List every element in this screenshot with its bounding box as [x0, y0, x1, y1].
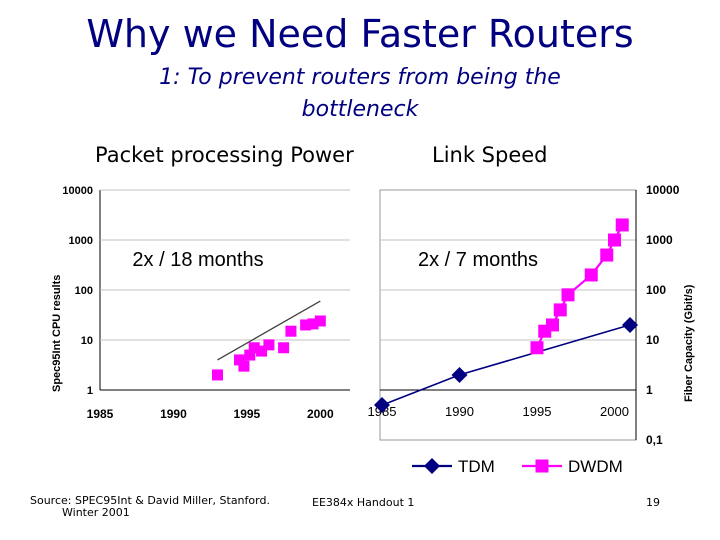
legend-marker-tdm [424, 458, 440, 474]
left-points [212, 315, 326, 381]
right-y-tick-label: 10000 [646, 183, 680, 197]
legend-label-dwdm: DWDM [568, 457, 623, 476]
left-chart-header: Packet processing Power [95, 143, 354, 167]
footer-course: EE384x Handout 1 [312, 496, 415, 509]
right-series [374, 218, 638, 414]
left-data-point [314, 315, 326, 327]
right-plot-area [379, 189, 637, 441]
right-y-tick-label: 1000 [646, 233, 673, 247]
left-data-point [278, 342, 290, 354]
legend-label-tdm: TDM [458, 457, 495, 476]
right-y-tick-label: 0,1 [646, 433, 663, 447]
right-chart-annotation: 2x / 7 months [418, 249, 538, 271]
footer-page-number: 19 [646, 496, 660, 509]
left-trend-segment [217, 300, 321, 361]
left-data-point [285, 325, 297, 337]
left-data-point [300, 319, 312, 331]
right-y-tick-label: 10 [646, 333, 660, 347]
right-legend: TDM DWDM [412, 457, 623, 476]
footer-source: Source: SPEC95Int & David Miller, Stanfo… [30, 494, 270, 507]
left-x-tick-label: 1985 [87, 407, 114, 421]
right-x-tick-label: 1990 [445, 404, 474, 419]
left-chart: Spec95Int CPU results 1 10 100 1000 10000 19… [51, 185, 350, 421]
left-x-tick-label: 1995 [234, 407, 261, 421]
right-y-axis-label: Fiber Capacity (Gbit/s) [683, 284, 695, 402]
slide-subtitle: 1: To prevent routers from being the bot… [159, 65, 561, 122]
left-y-tick-label: 100 [75, 285, 93, 297]
left-y-tick-label: 10 [81, 335, 93, 347]
left-gridlines [100, 189, 350, 341]
left-data-point [307, 318, 319, 330]
series-point-dwdm [530, 341, 544, 355]
left-chart-annotation: 2x / 18 months [132, 249, 263, 271]
left-data-point [256, 345, 268, 357]
right-chart-header: Link Speed [432, 143, 548, 167]
left-y-tick-label: 10000 [62, 185, 93, 197]
series-point-dwdm [600, 248, 614, 262]
left-y-tick-label: 1 [87, 385, 93, 397]
left-y-ticks: 1 10 100 1000 10000 [62, 185, 93, 397]
right-y-tick-label: 1 [646, 383, 653, 397]
left-x-tick-label: 2000 [307, 407, 334, 421]
left-data-point [238, 360, 250, 372]
left-y-tick-label: 1000 [69, 235, 93, 247]
left-x-ticks: 1985 1990 1995 2000 [87, 407, 334, 421]
right-x-tick-label: 2000 [600, 404, 629, 419]
series-point-dwdm [615, 218, 629, 232]
right-y-tick-label: 100 [646, 283, 666, 297]
left-data-point [244, 349, 256, 361]
series-point-tdm [374, 397, 390, 414]
series-point-dwdm [584, 268, 598, 282]
left-data-point [234, 354, 246, 366]
right-x-tick-label: 1995 [523, 404, 552, 419]
right-y-ticks: 0,1 1 10 100 1000 10000 [646, 183, 680, 447]
series-point-dwdm [608, 233, 621, 247]
left-x-tick-label: 1990 [160, 407, 187, 421]
series-line-tdm [381, 324, 631, 406]
series-point-dwdm [553, 303, 567, 317]
footer-date: Winter 2001 [62, 506, 130, 519]
series-point-tdm [451, 366, 468, 383]
series-point-dwdm [546, 318, 559, 332]
left-trend-line [217, 300, 321, 361]
series-point-dwdm [561, 288, 575, 302]
left-data-point [248, 342, 260, 354]
left-data-point [263, 339, 275, 351]
left-y-axis-label: Spec95Int CPU results [51, 275, 63, 392]
series-point-tdm [622, 316, 638, 333]
slide-title: Why we Need Faster Routers [86, 12, 634, 56]
left-data-point [212, 369, 223, 381]
legend-marker-dwdm [535, 459, 549, 473]
